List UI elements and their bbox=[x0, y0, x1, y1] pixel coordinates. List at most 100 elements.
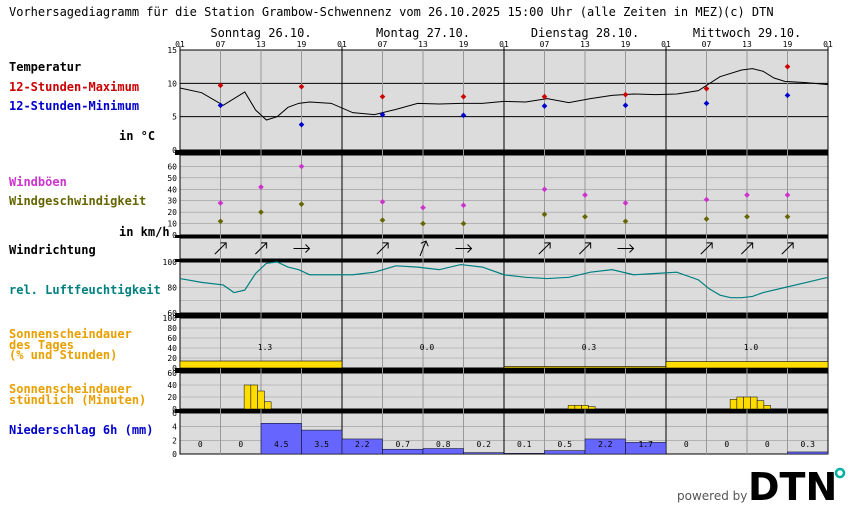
arrow-head bbox=[787, 242, 794, 249]
arrow-head bbox=[747, 242, 754, 249]
temperature-label: Temperatur bbox=[9, 60, 81, 74]
hour-tick-label: 07 bbox=[540, 40, 550, 49]
precip-bar bbox=[503, 453, 545, 455]
arrow-head bbox=[305, 244, 311, 253]
gust-point bbox=[298, 163, 305, 170]
windspeed-point bbox=[541, 211, 548, 218]
precip-value-label: 3.5 bbox=[315, 440, 330, 449]
wind-direction-arrow-icon bbox=[781, 242, 794, 255]
hourly-sunshine-bar bbox=[588, 406, 596, 410]
temp-min-point bbox=[217, 102, 224, 109]
arrow-shaft bbox=[538, 242, 551, 255]
daily-sunshine-bar bbox=[179, 360, 343, 369]
arrow-shaft bbox=[214, 242, 227, 255]
arrow-shaft bbox=[700, 242, 713, 255]
gust-point bbox=[460, 202, 467, 209]
hour-tick-label: 07 bbox=[216, 40, 226, 49]
arrow-head bbox=[382, 242, 389, 249]
hour-tick-label: 01 bbox=[823, 40, 833, 49]
powered-by-text: powered by bbox=[677, 489, 748, 503]
y-tick-label: 80 bbox=[167, 324, 177, 333]
hour-tick-label: 01 bbox=[661, 40, 671, 49]
windspeed-label: Windgeschwindigkeit bbox=[9, 194, 146, 208]
gust-point bbox=[744, 192, 750, 198]
gust-point bbox=[217, 200, 224, 206]
precip-value-label: 0.7 bbox=[396, 440, 411, 449]
gust-point bbox=[703, 196, 710, 203]
precip-value-label: 2.2 bbox=[355, 440, 370, 449]
precip-bar bbox=[341, 438, 383, 455]
hour-tick-label: 19 bbox=[297, 40, 307, 49]
y-tick-label: 20 bbox=[167, 354, 177, 363]
arrow-head bbox=[706, 242, 713, 249]
temp-max-point bbox=[703, 85, 710, 92]
hourly-sunshine-bar bbox=[567, 405, 576, 410]
panel-separator bbox=[175, 409, 828, 413]
y-tick-label: 60 bbox=[167, 369, 177, 378]
y-tick-label: 5 bbox=[172, 113, 177, 122]
windspeed-point bbox=[582, 213, 588, 220]
y-tick-label: 100 bbox=[163, 258, 178, 267]
wind-direction-arrow-icon bbox=[254, 242, 268, 255]
wind-direction-arrow-icon bbox=[538, 242, 551, 255]
hourly-sunshine-bar bbox=[729, 399, 738, 410]
hourly-sunshine-bar bbox=[243, 384, 252, 410]
daily-sunshine-bar bbox=[665, 361, 829, 369]
gust-point bbox=[784, 192, 791, 198]
temp-min-point bbox=[622, 102, 629, 109]
wind-direction-arrow-icon bbox=[293, 244, 311, 253]
arrow-head bbox=[629, 244, 635, 253]
sun-hour-label-2: stündlich (Minuten) bbox=[9, 393, 146, 407]
precip-bar bbox=[625, 442, 667, 455]
hour-tick-label: 19 bbox=[621, 40, 631, 49]
y-tick-label: 40 bbox=[167, 185, 177, 194]
temp-max-point bbox=[217, 82, 224, 89]
hour-tick-label: 07 bbox=[378, 40, 388, 49]
temperature-line bbox=[179, 68, 829, 121]
precip-value-label: 1.7 bbox=[639, 440, 654, 449]
precip-bar bbox=[544, 450, 586, 455]
hourly-sunshine-bar bbox=[756, 400, 765, 410]
temp-min-point bbox=[460, 112, 467, 119]
temp-max-point bbox=[784, 63, 791, 70]
arrow-head bbox=[220, 242, 227, 249]
hourly-sunshine-bar bbox=[250, 384, 258, 410]
wind-unit-label: in km/h bbox=[119, 225, 170, 239]
arrow-head bbox=[261, 242, 268, 249]
arrow-head bbox=[544, 242, 551, 249]
gust-point bbox=[622, 200, 629, 206]
gust-point bbox=[379, 199, 386, 205]
hourly-sunshine-bar bbox=[257, 390, 265, 410]
precip-value-label: 2.2 bbox=[598, 440, 613, 449]
arrow-shaft bbox=[254, 242, 268, 255]
y-tick-label: 0 bbox=[172, 405, 177, 414]
temp-unit-label: in °C bbox=[119, 129, 155, 143]
precip-value-label: 0 bbox=[684, 440, 689, 449]
panel-separator bbox=[175, 313, 828, 318]
temp-max-point bbox=[379, 93, 386, 100]
y-tick-label: 80 bbox=[167, 284, 177, 293]
y-tick-label: 100 bbox=[163, 314, 178, 323]
arrow-shaft bbox=[419, 240, 427, 257]
precip-bar bbox=[382, 448, 424, 455]
wind-direction-arrow-icon bbox=[376, 242, 389, 255]
hourly-sunshine-bar bbox=[264, 401, 272, 410]
temp-min-label: 12-Stunden-Minimum bbox=[9, 99, 139, 113]
arrow-shaft bbox=[376, 242, 389, 255]
day-header: Dienstag 28.10. bbox=[531, 26, 639, 40]
precip-bar bbox=[422, 448, 464, 455]
y-tick-label: 30 bbox=[167, 197, 177, 206]
hour-tick-label: 13 bbox=[580, 40, 590, 49]
y-tick-label: 10 bbox=[167, 220, 177, 229]
gust-point bbox=[541, 186, 548, 193]
gust-point bbox=[582, 192, 588, 198]
precip-value-label: 0.5 bbox=[558, 440, 573, 449]
logo-dot-icon bbox=[834, 467, 846, 479]
daily-sunshine-value: 1.0 bbox=[744, 343, 759, 352]
temp-min-point bbox=[703, 100, 710, 107]
wind-direction-arrow-icon bbox=[419, 240, 429, 257]
arrow-shaft bbox=[740, 242, 754, 255]
wind-direction-arrow-icon bbox=[700, 242, 713, 255]
hour-tick-label: 01 bbox=[499, 40, 509, 49]
windspeed-point bbox=[703, 216, 710, 222]
